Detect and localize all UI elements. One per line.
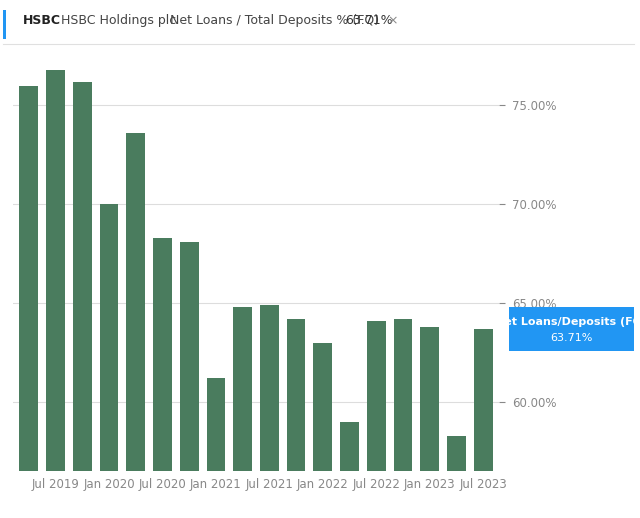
Bar [73, 82, 92, 518]
Bar [340, 422, 359, 518]
Bar [367, 321, 386, 518]
Bar [19, 85, 38, 518]
Bar [234, 307, 252, 518]
Bar [180, 242, 198, 518]
Text: Net Loans / Total Deposits % (FQ): Net Loans / Total Deposits % (FQ) [170, 14, 379, 27]
Bar [260, 305, 278, 518]
Bar [447, 436, 466, 518]
Bar [126, 133, 145, 518]
Bar [420, 327, 439, 518]
Bar [314, 343, 332, 518]
Bar [207, 379, 225, 518]
Text: Net Loans/Deposits (FQ): Net Loans/Deposits (FQ) [495, 317, 640, 327]
Text: 63.71%: 63.71% [550, 334, 593, 343]
Bar [46, 70, 65, 518]
Text: HSBC Holdings plc: HSBC Holdings plc [61, 14, 176, 27]
Text: ×: × [387, 14, 397, 27]
Bar [287, 319, 305, 518]
Text: HSBC: HSBC [22, 14, 60, 27]
Bar [153, 238, 172, 518]
Bar [394, 319, 412, 518]
Bar [100, 205, 118, 518]
Text: 63.71%: 63.71% [346, 14, 393, 27]
Bar [474, 329, 493, 518]
